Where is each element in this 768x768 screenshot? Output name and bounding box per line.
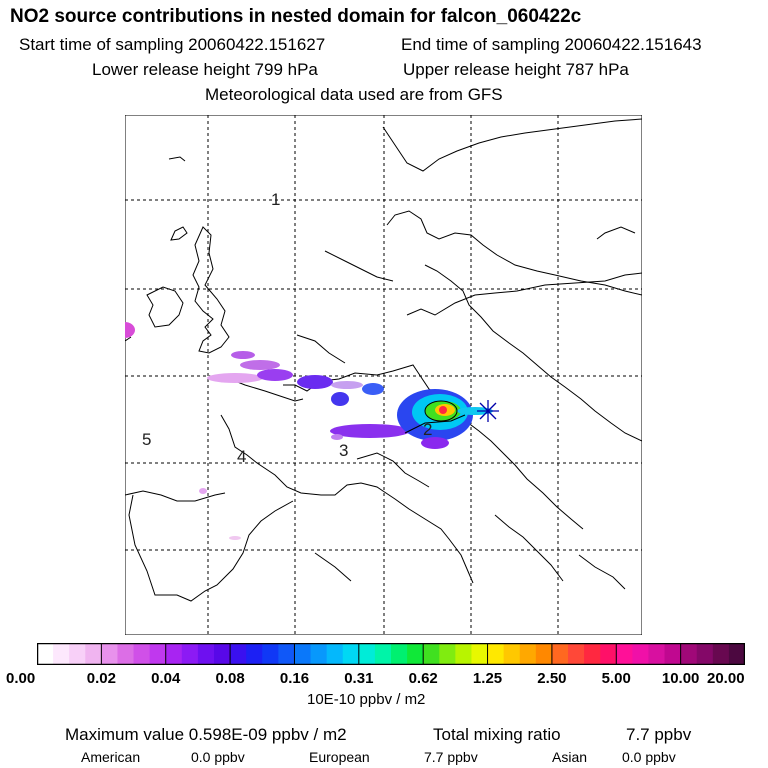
end-time-label: End time of sampling 20060422.151643 <box>401 35 702 54</box>
colorbar-swatch <box>165 643 183 665</box>
region-label-5: 5 <box>142 430 151 449</box>
colorbar-swatch <box>294 643 312 665</box>
colorbar-tick-label: 20.00 <box>707 670 745 687</box>
colorbar-swatch <box>584 643 601 665</box>
american-label: American <box>81 749 141 765</box>
colorbar-swatch <box>728 643 745 665</box>
plume-overlay <box>125 322 493 540</box>
colorbar-swatch <box>423 643 440 665</box>
colorbar-swatch <box>214 643 231 665</box>
plume-central-france <box>331 434 343 440</box>
plume-channel-core <box>257 369 293 381</box>
colorbar-swatch <box>455 643 473 665</box>
colorbar-tick-label: 10.00 <box>661 670 700 687</box>
colorbar-swatch <box>407 643 424 665</box>
colorbar-frame <box>37 643 745 665</box>
colorbar-swatch <box>85 643 102 665</box>
plume-belgium-east <box>331 381 363 389</box>
colorbar-swatch <box>262 643 279 665</box>
colorbar-swatch <box>230 643 247 665</box>
colorbar-swatch <box>535 643 553 665</box>
map-panel: 1 2 3 4 5 <box>125 115 642 635</box>
colorbar-swatch <box>326 643 344 665</box>
lower-height-label: Lower release height 799 hPa <box>92 60 318 79</box>
colorbar-swatch <box>471 643 489 665</box>
colorbar-swatch <box>310 643 328 665</box>
colorbar-tick-label: 0.31 <box>344 670 374 687</box>
colorbar-swatch <box>519 643 537 665</box>
colorbar-swatch <box>246 643 263 665</box>
colorbar-swatch <box>342 643 360 665</box>
region-label-4: 4 <box>237 447 246 466</box>
colorbar-swatch <box>117 643 135 665</box>
european-value: 7.7 ppbv <box>424 749 478 765</box>
colorbar-swatch <box>568 643 585 665</box>
colorbar-tick-label: 0.04 <box>151 670 181 687</box>
colorbar <box>37 643 745 665</box>
colorbar-swatch <box>664 643 682 665</box>
colorbar-swatch <box>551 643 569 665</box>
asian-value: 0.0 ppbv <box>622 749 676 765</box>
colorbar-swatch <box>69 643 86 665</box>
colorbar-swatch <box>278 643 296 665</box>
colorbar-units: 10E-10 ppbv / m2 <box>307 691 426 708</box>
contour-lines <box>404 400 466 434</box>
plume-west-edge <box>125 322 135 338</box>
colorbar-swatch <box>133 643 151 665</box>
met-data-label: Meteorological data used are from GFS <box>205 85 503 104</box>
colorbar-swatch <box>712 643 730 665</box>
colorbar-tick-label: 0.08 <box>215 670 245 687</box>
region-label-2: 2 <box>423 420 432 439</box>
release-marker <box>477 400 499 422</box>
colorbar-swatch <box>696 643 714 665</box>
plume-channel <box>207 373 263 383</box>
plume-uk-east <box>240 360 280 370</box>
plume-germany <box>362 383 384 395</box>
colorbar-swatch <box>101 643 119 665</box>
colorbar-swatch <box>197 643 215 665</box>
colorbar-swatch <box>503 643 521 665</box>
plume-south-band <box>330 424 410 438</box>
colorbar-tick-label: 5.00 <box>601 670 631 687</box>
plume-belgium <box>297 375 333 389</box>
colorbar-swatch <box>632 643 650 665</box>
total-mixing-label: Total mixing ratio <box>433 725 561 744</box>
plume-uk <box>231 351 255 359</box>
chart-title: NO2 source contributions in nested domai… <box>10 6 582 27</box>
colorbar-swatch <box>616 643 633 665</box>
colorbar-tick-label: 0.62 <box>408 670 438 687</box>
colorbar-tick-label: 2.50 <box>537 670 567 687</box>
colorbar-swatch <box>680 643 698 665</box>
asian-label: Asian <box>552 749 588 765</box>
colorbar-swatch <box>648 643 666 665</box>
plume-alps-red <box>439 406 447 414</box>
total-mixing-value: 7.7 ppbv <box>626 725 692 744</box>
colorbar-tick-label: 0.00 <box>6 670 36 687</box>
region-label-1: 1 <box>271 190 280 209</box>
upper-height-label: Upper release height 787 hPa <box>403 60 629 79</box>
plume-lorraine <box>331 392 349 406</box>
colorbar-swatch <box>149 643 167 665</box>
colorbar-swatch <box>487 643 505 665</box>
colorbar-tick-label: 1.25 <box>472 670 503 687</box>
colorbar-swatch <box>374 643 392 665</box>
colorbar-swatch <box>391 643 408 665</box>
american-value: 0.0 ppbv <box>191 749 245 765</box>
plume-spain-speck <box>199 488 207 494</box>
colorbar-swatch <box>439 643 456 665</box>
plume-tail <box>457 407 493 415</box>
colorbar-tick-label: 0.16 <box>279 670 310 687</box>
colorbar-swatch <box>53 643 70 665</box>
start-time-label: Start time of sampling 20060422.151627 <box>19 35 326 54</box>
colorbar-swatch <box>181 643 199 665</box>
colorbar-swatch <box>358 643 376 665</box>
european-label: European <box>309 749 370 765</box>
colorbar-swatch <box>600 643 617 665</box>
max-value-label: Maximum value 0.598E-09 ppbv / m2 <box>65 725 347 744</box>
region-label-3: 3 <box>339 441 348 460</box>
colorbar-swatch <box>37 643 54 665</box>
colorbar-tick-label: 0.02 <box>86 670 116 687</box>
plume-spain-speck-2 <box>229 536 241 540</box>
plume-alps-south <box>421 437 449 449</box>
